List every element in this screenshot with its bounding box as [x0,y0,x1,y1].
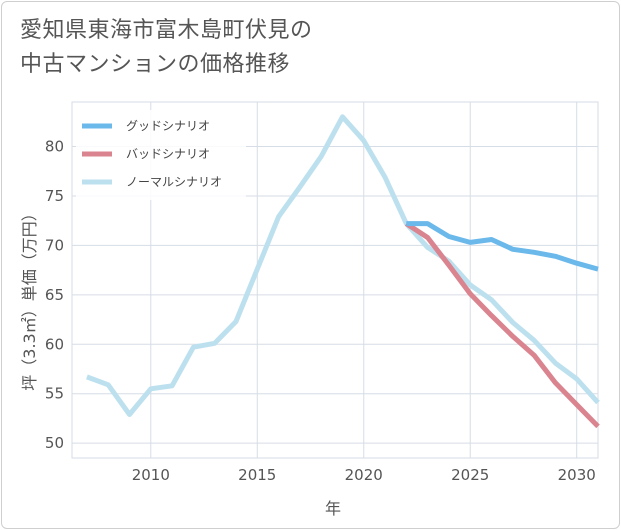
y-tick-label: 60 [45,335,64,353]
plot-frame [71,101,599,459]
legend-label: バッドシナリオ [126,147,210,161]
legend-label: ノーマルシナリオ [126,175,222,189]
y-tick-label: 75 [45,187,64,205]
y-tick-label: 80 [45,138,64,156]
legend-label: グッドシナリオ [126,119,210,133]
x-axis-label: 年 [325,499,341,518]
y-tick-label: 70 [45,236,64,254]
y-tick-label: 55 [45,385,64,403]
x-tick-label: 2015 [238,466,276,484]
series-lines [86,114,600,429]
x-tick-label: 2020 [345,466,383,484]
y-tick-label: 50 [45,434,64,452]
title-line-2: 中古マンションの価格推移 [20,52,291,77]
grid [71,101,599,459]
series-line-3 [86,114,600,417]
series-line-2 [404,221,600,429]
axis-ticks: 50 55 60 65 70 75 80 2010 2015 2020 2025 2030 [45,138,596,485]
title-line-1: 愛知県東海市富木島町伏見の [20,18,313,43]
page-title: 愛知県東海市富木島町伏見の 中古マンションの価格推移 [20,14,580,82]
x-tick-label: 2010 [132,466,170,484]
x-tick-label: 2025 [451,466,489,484]
y-tick-label: 65 [45,286,64,304]
series-line-1 [406,221,599,272]
y-axis-label: 坪（3.3㎡）単価（万円） [20,205,39,390]
x-tick-label: 2030 [558,466,596,484]
